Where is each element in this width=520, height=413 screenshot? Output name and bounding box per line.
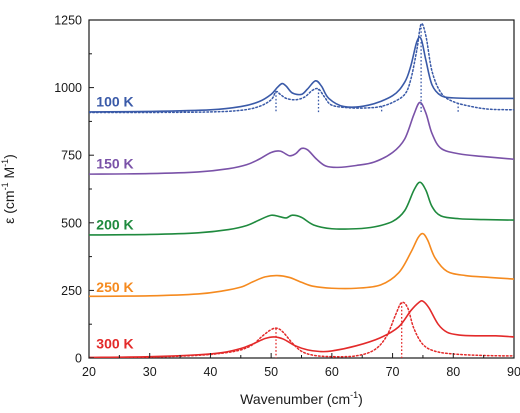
x-tick-label: 30 <box>143 365 157 379</box>
series-250-k-solid-line <box>89 232 514 298</box>
series-100-k-dotted-line <box>89 22 514 114</box>
x-tick-label: 70 <box>386 365 400 379</box>
y-tick-label: 0 <box>75 352 82 366</box>
x-tick-label: 80 <box>446 365 460 379</box>
series-150-k-solid-line <box>89 101 514 175</box>
x-tick-label: 50 <box>264 365 278 379</box>
series-200-k-solid-line <box>89 181 514 236</box>
y-tick-label: 750 <box>61 149 82 163</box>
x-tick-label: 60 <box>325 365 339 379</box>
curve-label-300-k: 300 K <box>96 336 133 352</box>
x-tick-label: 40 <box>203 365 217 379</box>
curve-label-100-k: 100 K <box>96 94 133 110</box>
x-axis-title: Wavenumber (cm-1) <box>240 390 363 407</box>
series-300-k-dotted-line <box>89 301 514 358</box>
series-100-k-solid-line <box>89 36 514 113</box>
y-tick-label: 1000 <box>54 81 82 95</box>
plot-frame <box>88 19 515 359</box>
curve-label-200-k: 200 K <box>96 217 133 233</box>
curve-label-150-k: 150 K <box>96 156 133 172</box>
x-tick-label: 20 <box>82 365 96 379</box>
y-tick-label: 250 <box>61 284 82 298</box>
y-tick-label: 1250 <box>54 14 82 28</box>
series-300-k-solid-line <box>89 300 514 358</box>
x-tick-label: 90 <box>507 365 520 379</box>
curve-label-250-k: 250 K <box>96 279 133 295</box>
y-tick-label: 500 <box>61 216 82 230</box>
y-axis-title: ε (cm-1 M-1) <box>0 154 17 224</box>
